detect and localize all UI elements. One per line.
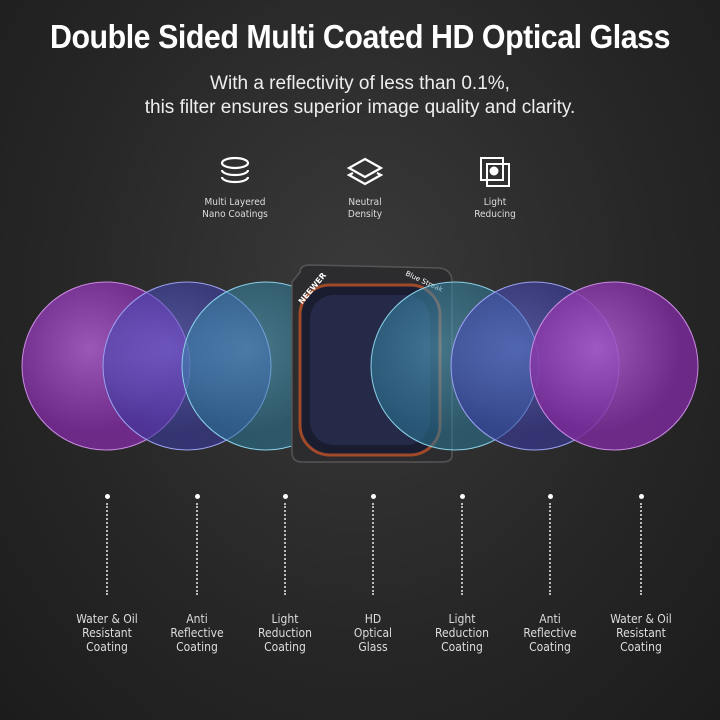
layer-label-line: Light — [448, 612, 476, 626]
layer-disc-water-oil-right — [529, 281, 699, 451]
layer-label: Anti Reflective Coating — [152, 612, 242, 654]
layer-label: Light Reduction Coating — [417, 612, 507, 654]
layer-label-line: Glass — [358, 640, 388, 654]
overlapping-squares-icon — [480, 157, 510, 187]
filter-layers-diagram: NEEWER Blue Streak — [21, 264, 699, 463]
stacked-discs-icon — [220, 156, 250, 184]
layer-label-line: HD — [364, 612, 382, 626]
pointer-dot — [639, 494, 644, 499]
layer-label-line: Coating — [176, 640, 218, 654]
pointer-dot — [371, 494, 376, 499]
pointer-line — [549, 503, 551, 595]
subtitle-line-2: this filter ensures superior image quali… — [144, 97, 576, 118]
layer-label: HD Optical Glass — [328, 612, 418, 654]
pointer-dot — [548, 494, 553, 499]
pointer-dot — [283, 494, 288, 499]
layer-label-line: Coating — [529, 640, 571, 654]
feature-label-line: Density — [347, 209, 383, 220]
pointer-dot — [460, 494, 465, 499]
pointer-line — [640, 503, 642, 595]
layer-label-line: Anti — [539, 612, 561, 626]
layer-label-line: Reflective — [523, 626, 577, 640]
layer-label: Water & Oil Resistant Coating — [596, 612, 686, 654]
feature-label-line: Neutral — [348, 197, 382, 208]
pointer-line — [461, 503, 463, 595]
layer-label-line: Coating — [620, 640, 662, 654]
layers-icon — [346, 157, 384, 186]
layer-label-line: Water & Oil — [610, 612, 672, 626]
pointer-line — [284, 503, 286, 595]
pointer-dot — [195, 494, 200, 499]
feature-nano-coatings: Multi Layered Nano Coatings — [180, 155, 290, 221]
feature-label-line: Nano Coatings — [202, 209, 268, 220]
page-title: Double Sided Multi Coated HD Optical Gla… — [49, 18, 670, 55]
feature-light-reducing: Light Reducing — [440, 155, 550, 221]
pointer-line — [372, 503, 374, 595]
layer-label-line: Resistant — [82, 626, 132, 640]
pointer-line — [196, 503, 198, 595]
layer-label-line: Resistant — [616, 626, 666, 640]
layer-label-line: Optical — [353, 626, 393, 640]
feature-label-line: Reducing — [474, 209, 516, 220]
layer-label: Water & Oil Resistant Coating — [62, 612, 152, 654]
layer-label-line: Light — [271, 612, 299, 626]
feature-label-line: Multi Layered — [204, 197, 266, 208]
subtitle: With a reflectivity of less than 0.1%, t… — [0, 72, 720, 120]
pointer-line — [106, 503, 108, 595]
layer-label-line: Coating — [441, 640, 483, 654]
layer-label: Anti Reflective Coating — [505, 612, 595, 654]
layer-label-line: Reduction — [435, 626, 489, 640]
layer-label-line: Anti — [186, 612, 208, 626]
feature-neutral-density: Neutral Density — [310, 155, 420, 221]
layer-label-line: Reduction — [258, 626, 312, 640]
layer-label-line: Coating — [86, 640, 128, 654]
layer-label-line: Water & Oil — [76, 612, 138, 626]
pointer-dot — [105, 494, 110, 499]
feature-label-line: Light — [483, 197, 507, 208]
layer-label-line: Reflective — [170, 626, 224, 640]
subtitle-line-1: With a reflectivity of less than 0.1%, — [210, 73, 510, 94]
layer-label: Light Reduction Coating — [240, 612, 330, 654]
layer-label-line: Coating — [264, 640, 306, 654]
